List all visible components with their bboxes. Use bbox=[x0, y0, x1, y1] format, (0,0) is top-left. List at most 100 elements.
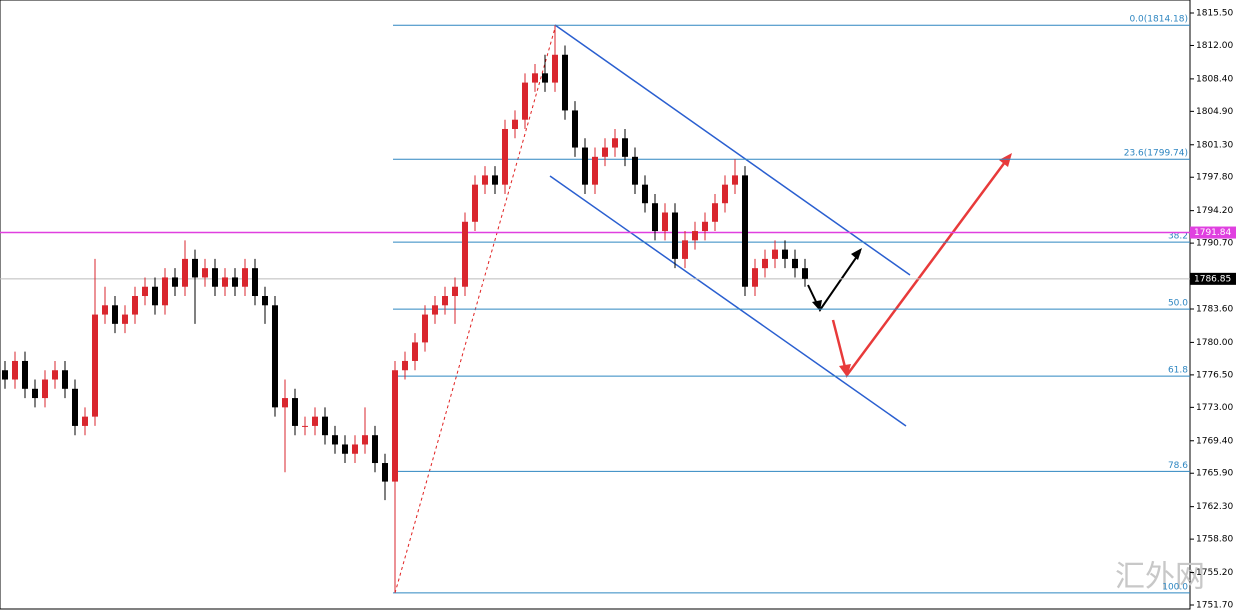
candle-body bbox=[192, 258, 198, 278]
candle-body bbox=[202, 268, 208, 278]
candle-body bbox=[482, 175, 488, 185]
y-tick-label: 1812.00 bbox=[1196, 41, 1233, 51]
fib-trend-line bbox=[394, 27, 556, 594]
y-tick-label: 1783.60 bbox=[1196, 305, 1233, 315]
red-arrowhead bbox=[999, 153, 1012, 167]
candle-body bbox=[102, 305, 108, 315]
candle-body bbox=[662, 212, 668, 232]
price-label-box bbox=[1190, 226, 1236, 239]
black-arrowhead bbox=[851, 248, 862, 260]
candle-body bbox=[462, 221, 468, 287]
candle-body bbox=[82, 416, 88, 426]
candle-body bbox=[392, 370, 398, 482]
candle-body bbox=[532, 73, 538, 83]
candle-body bbox=[732, 175, 738, 185]
candle-body bbox=[642, 184, 648, 204]
channel-upper bbox=[554, 24, 911, 276]
y-tick-label: 1804.90 bbox=[1196, 107, 1233, 117]
candle-body bbox=[302, 425, 308, 427]
candle-body bbox=[332, 435, 338, 445]
candle-body bbox=[592, 156, 598, 185]
candle-body bbox=[142, 286, 148, 297]
y-tick-label: 1751.70 bbox=[1196, 601, 1233, 611]
red-arrowhead bbox=[839, 364, 851, 377]
price-label-box bbox=[1190, 272, 1236, 285]
candle-body bbox=[162, 277, 168, 306]
y-tick-label: 1762.30 bbox=[1196, 502, 1233, 512]
y-tick-label: 1780.00 bbox=[1196, 338, 1233, 348]
candle-body bbox=[652, 203, 658, 232]
candle-body bbox=[22, 360, 28, 389]
candle-body bbox=[42, 379, 48, 399]
candle-body bbox=[562, 54, 568, 111]
candle-body bbox=[112, 305, 118, 324]
watermark: 汇外网 bbox=[1115, 560, 1205, 595]
red-arrow bbox=[831, 157, 1010, 378]
candle-body bbox=[722, 184, 728, 204]
candle-body bbox=[522, 82, 528, 120]
candle-body bbox=[12, 360, 18, 380]
candle-body bbox=[472, 184, 478, 222]
candle-body bbox=[792, 258, 798, 269]
y-tick-label: 1776.50 bbox=[1196, 370, 1233, 380]
candle-body bbox=[762, 258, 768, 269]
fib-label: 100.0 bbox=[1162, 582, 1188, 592]
candle-body bbox=[252, 268, 258, 297]
candle-body bbox=[572, 110, 578, 148]
candle-body bbox=[282, 398, 288, 408]
candle-body bbox=[582, 147, 588, 185]
candle-body bbox=[272, 305, 278, 408]
candle-body bbox=[242, 268, 248, 287]
candle-body bbox=[262, 296, 268, 306]
candle-body bbox=[312, 416, 318, 426]
candle-body bbox=[682, 240, 688, 259]
candle-body bbox=[342, 444, 348, 454]
fib-label: 23.6(1799.74) bbox=[1124, 149, 1188, 159]
fib-label: 78.6 bbox=[1168, 461, 1188, 471]
y-tick-label: 1815.50 bbox=[1196, 9, 1233, 19]
candle-body bbox=[612, 138, 618, 148]
candle-body bbox=[752, 268, 758, 287]
price-label: 1786.85 bbox=[1194, 274, 1231, 284]
candle-body bbox=[702, 221, 708, 232]
y-tick-label: 1794.20 bbox=[1196, 206, 1233, 216]
candle-body bbox=[432, 305, 438, 315]
candle-body bbox=[362, 435, 368, 445]
candle-body bbox=[692, 231, 698, 241]
y-tick-label: 1808.40 bbox=[1196, 74, 1233, 84]
candle-body bbox=[782, 249, 788, 259]
candle-body bbox=[622, 138, 628, 157]
y-tick-label: 1797.80 bbox=[1196, 173, 1233, 183]
candle-body bbox=[502, 128, 508, 185]
black-arrowhead bbox=[812, 300, 822, 311]
candle-body bbox=[492, 175, 498, 185]
candle-body bbox=[672, 212, 678, 259]
candle-body bbox=[602, 147, 608, 157]
candle-body bbox=[232, 277, 238, 287]
candle-body bbox=[452, 286, 458, 297]
y-tick-label: 1790.70 bbox=[1196, 239, 1233, 249]
candle-body bbox=[172, 277, 178, 287]
candle-body bbox=[372, 435, 378, 464]
candle-body bbox=[2, 370, 8, 380]
fib-label: 0.0(1814.18) bbox=[1129, 15, 1188, 25]
candle-body bbox=[222, 277, 228, 287]
candle-body bbox=[442, 296, 448, 306]
candle-body bbox=[62, 370, 68, 389]
y-tick-label: 1769.40 bbox=[1196, 436, 1233, 446]
candle-body bbox=[52, 370, 58, 380]
candle-body bbox=[322, 416, 328, 436]
channel-lower bbox=[549, 175, 907, 427]
y-tick-label: 1801.30 bbox=[1196, 140, 1233, 150]
candle-body bbox=[152, 286, 158, 306]
candle-body bbox=[72, 388, 78, 426]
candle-body bbox=[382, 463, 388, 482]
y-tick-label: 1773.00 bbox=[1196, 403, 1233, 413]
candle-body bbox=[292, 398, 298, 426]
candle-body bbox=[122, 314, 128, 324]
candle-body bbox=[32, 388, 38, 399]
candle-body bbox=[512, 119, 518, 129]
candle-body bbox=[552, 54, 558, 83]
